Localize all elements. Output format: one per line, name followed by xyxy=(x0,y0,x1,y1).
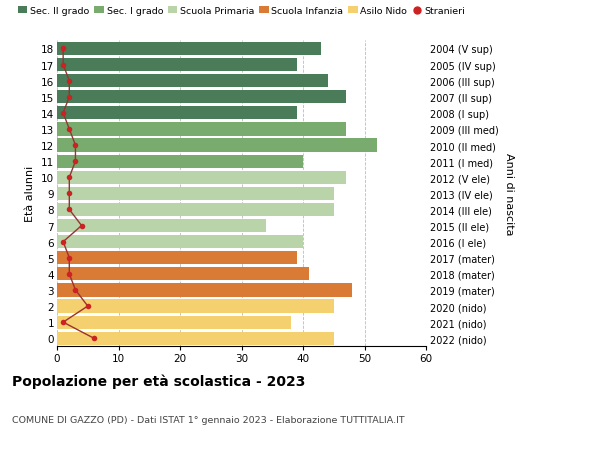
Point xyxy=(58,238,68,246)
Point xyxy=(58,45,68,53)
Point xyxy=(58,319,68,326)
Bar xyxy=(57,171,346,185)
Point xyxy=(65,270,74,278)
Bar xyxy=(57,43,322,56)
Point xyxy=(71,158,80,165)
Point xyxy=(65,190,74,197)
Point xyxy=(77,222,86,230)
Bar xyxy=(57,219,266,233)
Bar xyxy=(57,284,352,297)
Y-axis label: Anni di nascita: Anni di nascita xyxy=(505,153,514,235)
Bar xyxy=(57,155,303,168)
Legend: Sec. II grado, Sec. I grado, Scuola Primaria, Scuola Infanzia, Asilo Nido, Stran: Sec. II grado, Sec. I grado, Scuola Prim… xyxy=(14,3,469,20)
Point xyxy=(65,78,74,85)
Point xyxy=(65,254,74,262)
Point xyxy=(89,335,99,342)
Bar xyxy=(57,139,377,152)
Text: Popolazione per età scolastica - 2023: Popolazione per età scolastica - 2023 xyxy=(12,374,305,389)
Point xyxy=(71,286,80,294)
Bar xyxy=(57,203,334,217)
Text: COMUNE DI GAZZO (PD) - Dati ISTAT 1° gennaio 2023 - Elaborazione TUTTITALIA.IT: COMUNE DI GAZZO (PD) - Dati ISTAT 1° gen… xyxy=(12,415,404,425)
Y-axis label: Età alunni: Età alunni xyxy=(25,166,35,222)
Point xyxy=(58,62,68,69)
Point xyxy=(65,94,74,101)
Bar xyxy=(57,268,309,281)
Bar xyxy=(57,123,346,136)
Bar xyxy=(57,332,334,345)
Bar xyxy=(57,107,297,120)
Point xyxy=(65,126,74,133)
Point xyxy=(58,110,68,117)
Bar xyxy=(57,59,297,72)
Bar xyxy=(57,235,303,249)
Bar xyxy=(57,252,297,265)
Bar xyxy=(57,316,291,329)
Point xyxy=(65,174,74,181)
Point xyxy=(65,206,74,213)
Point xyxy=(83,303,92,310)
Bar xyxy=(57,75,328,88)
Bar xyxy=(57,187,334,201)
Bar xyxy=(57,91,346,104)
Bar xyxy=(57,300,334,313)
Point xyxy=(71,142,80,149)
